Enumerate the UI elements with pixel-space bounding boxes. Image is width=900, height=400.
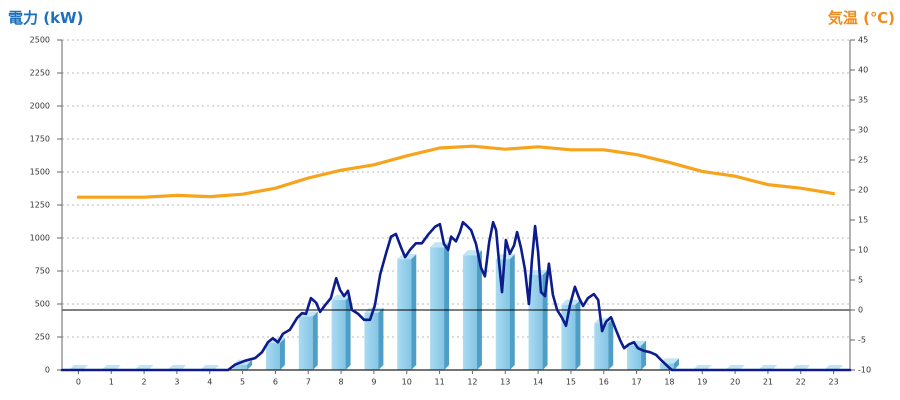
- x-tick-label: 23: [828, 378, 838, 387]
- bar-front: [627, 345, 642, 370]
- bar: [298, 311, 318, 370]
- x-tick-label: 11: [434, 378, 444, 387]
- right-tick-label: 5: [858, 276, 863, 285]
- bar-top: [528, 269, 548, 275]
- bar-top: [331, 295, 351, 301]
- bar-side: [378, 307, 384, 370]
- x-tick-label: 15: [566, 378, 576, 387]
- left-tick-label: 2500: [30, 36, 50, 45]
- bar-side: [608, 318, 614, 370]
- left-tick-label: 1250: [30, 201, 50, 210]
- bar-front: [233, 364, 248, 370]
- right-axis-title: 気温 (℃): [828, 9, 895, 27]
- bar-side: [247, 359, 253, 370]
- x-tick-label: 18: [664, 378, 674, 387]
- bar-side: [575, 299, 581, 370]
- x-tick-label: 2: [142, 378, 147, 387]
- right-tick-label: -10: [858, 366, 871, 375]
- power-bars: [68, 242, 844, 370]
- left-tick-label: 2000: [30, 102, 50, 111]
- temperature-line: [76, 144, 836, 199]
- x-tick-label: 7: [306, 378, 311, 387]
- left-tick-label: 500: [35, 300, 50, 309]
- left-tick-label: 1500: [30, 168, 50, 177]
- left-tick-label: 0: [45, 366, 50, 375]
- x-tick-label: 6: [273, 378, 278, 387]
- right-tick-label: 10: [858, 246, 868, 255]
- x-tick-label: 17: [631, 378, 641, 387]
- bar-front: [298, 316, 313, 370]
- right-tick-label: 15: [858, 216, 868, 225]
- x-tick-label: 4: [207, 378, 212, 387]
- x-tick-label: 13: [500, 378, 510, 387]
- x-tick-label: 10: [402, 378, 412, 387]
- bar-front: [462, 255, 477, 370]
- x-tick-label: 0: [76, 378, 81, 387]
- bar-side: [411, 254, 417, 370]
- x-tick-label: 20: [730, 378, 740, 387]
- x-tick-label: 22: [796, 378, 806, 387]
- bar-side: [345, 295, 351, 370]
- axes: [57, 39, 855, 374]
- left-axis-title: 電力 (kW): [8, 9, 83, 27]
- bar-side: [279, 337, 285, 370]
- left-tick-label: 250: [35, 333, 50, 342]
- x-tick-label: 5: [240, 378, 245, 387]
- right-tick-label: 30: [858, 126, 868, 135]
- power-line: [60, 220, 852, 372]
- bar-front: [265, 342, 280, 370]
- right-tick-label: -5: [858, 336, 866, 345]
- bar-front: [528, 274, 543, 370]
- left-tick-label: 750: [35, 267, 50, 276]
- bar: [627, 340, 647, 370]
- x-tick-label: 14: [533, 378, 543, 387]
- right-tick-label: 45: [858, 36, 868, 45]
- bar: [430, 242, 450, 370]
- bar-front: [364, 312, 379, 370]
- x-tick-label: 9: [371, 378, 376, 387]
- bar-side: [312, 311, 318, 370]
- bar-side: [509, 254, 515, 370]
- right-tick-label: 25: [858, 156, 868, 165]
- bar-side: [444, 242, 450, 370]
- x-tick-label: 1: [109, 378, 114, 387]
- bar-side: [673, 358, 679, 370]
- bar-front: [331, 300, 346, 370]
- x-tick-label: 3: [174, 378, 179, 387]
- right-tick-label: 20: [858, 186, 868, 195]
- x-tick-label: 21: [763, 378, 773, 387]
- bar-front: [594, 323, 609, 370]
- right-tick-label: 40: [858, 66, 868, 75]
- x-tick-label: 19: [697, 378, 707, 387]
- bar: [397, 254, 417, 370]
- series-lines: [60, 144, 852, 372]
- bar: [495, 254, 515, 370]
- bar-front: [397, 259, 412, 370]
- right-tick-label: 35: [858, 96, 868, 105]
- x-tick-label: 16: [599, 378, 609, 387]
- bar-front: [495, 259, 510, 370]
- tick-labels: 02505007501000125015001750200022502500-1…: [30, 36, 871, 387]
- left-tick-label: 1750: [30, 135, 50, 144]
- left-tick-label: 1000: [30, 234, 50, 243]
- x-tick-label: 8: [339, 378, 344, 387]
- bar: [331, 295, 351, 370]
- bar-front: [430, 247, 445, 370]
- left-tick-label: 2250: [30, 69, 50, 78]
- right-tick-label: 0: [858, 306, 863, 315]
- bar-side: [641, 340, 647, 370]
- gridlines: [62, 39, 850, 338]
- bar: [364, 307, 384, 370]
- x-tick-label: 12: [467, 378, 477, 387]
